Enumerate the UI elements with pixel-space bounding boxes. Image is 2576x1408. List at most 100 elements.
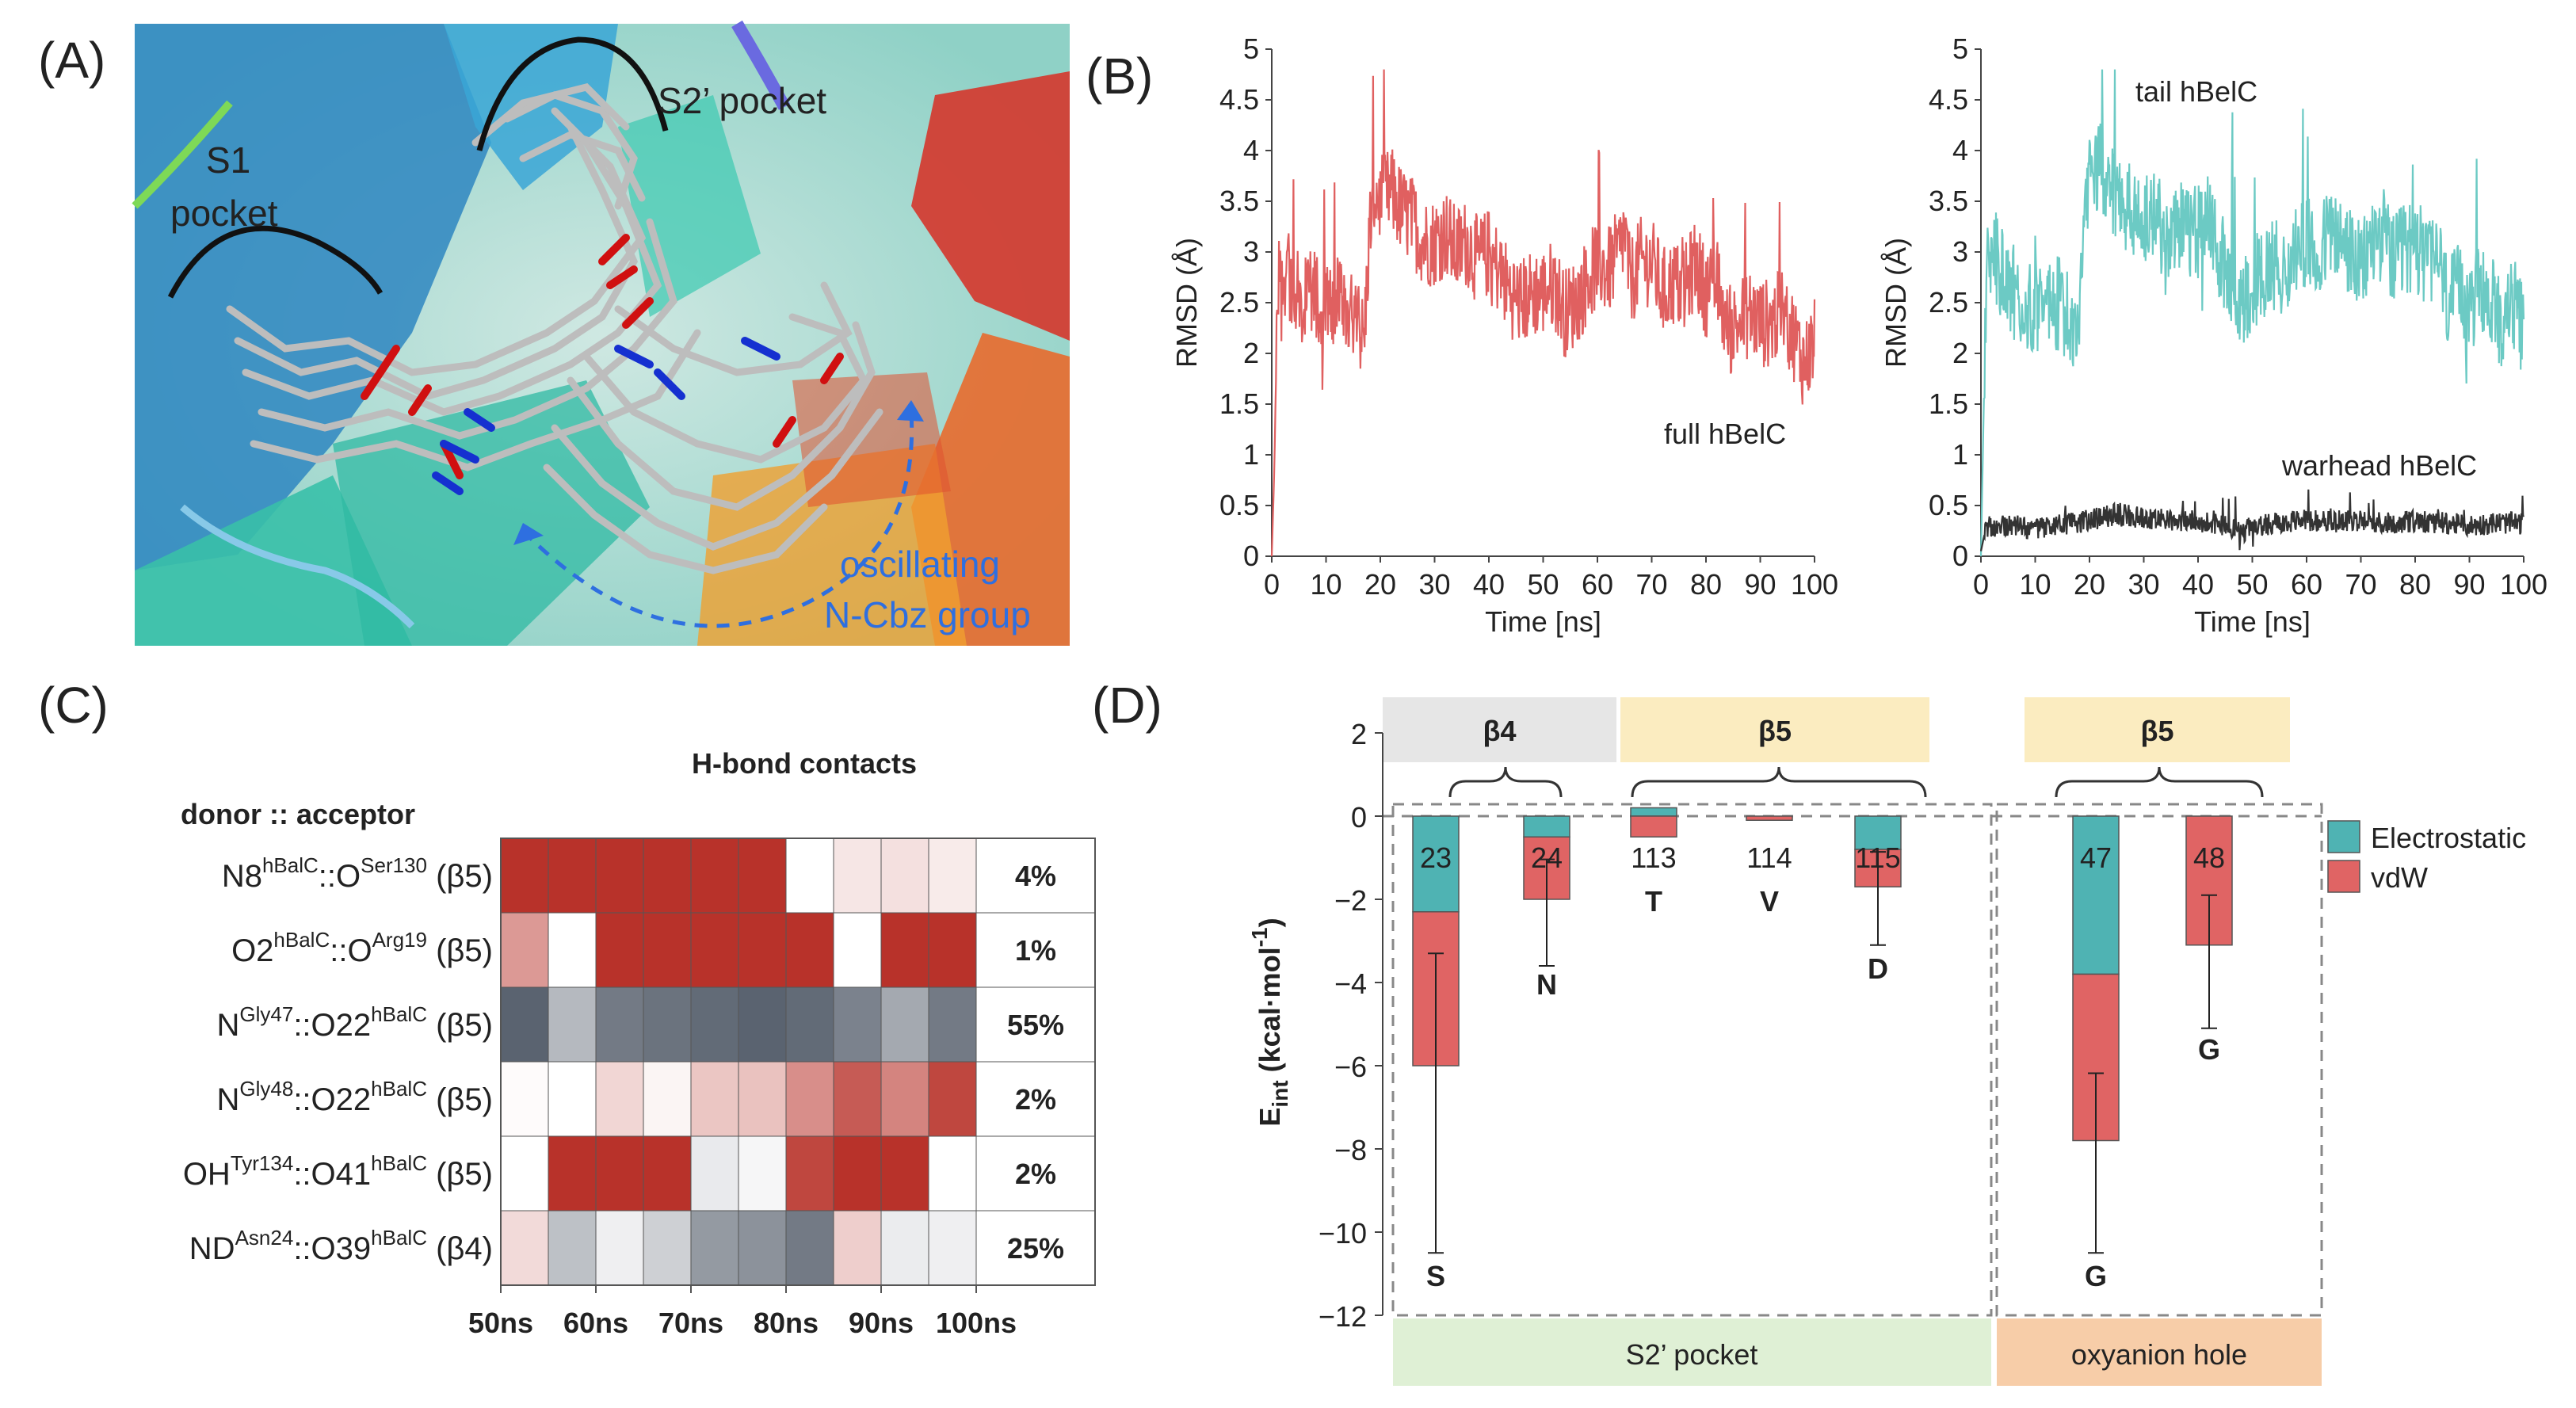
heatmap-cell (548, 1061, 597, 1137)
y-tick-label: 2.5 (1929, 286, 1968, 319)
legend: Electrostatic vdW (2327, 820, 2526, 894)
y-tick-label: 0 (1952, 540, 1968, 572)
heatmap-cell (738, 1135, 787, 1211)
legend-label-vdw: vdW (2371, 861, 2428, 894)
bar-number-label: 48 (2193, 841, 2225, 874)
bar-group: 24 N (1523, 815, 1570, 1001)
heatmap-cell (785, 838, 834, 914)
residue-label: G (2198, 1033, 2220, 1066)
series-line-full-hbelc (1270, 69, 1816, 557)
legend-label-electrostatic: Electrostatic (2371, 822, 2526, 854)
bar-number-label: 23 (1420, 841, 1452, 874)
heatmap-cell (785, 986, 834, 1063)
residue-label: T (1645, 885, 1662, 918)
heatmap-cell (548, 1135, 597, 1211)
interaction-energy-chart: β4 β5 β5 2 0 −2 −4 −6 −8 −10 −12 Eint (kcal·mol-1) 2… (1247, 697, 2526, 1386)
y-tick-label: 1 (1952, 438, 1968, 471)
footer-box-s2 (1393, 1318, 1991, 1386)
heatmap-cell (880, 1135, 929, 1211)
heatmap-cell (833, 912, 882, 988)
heatmap-cell (595, 986, 644, 1063)
bar-number-label: 47 (2080, 841, 2112, 874)
x-tick-label: 80 (1690, 568, 1722, 601)
y-tick-label: 0 (1351, 801, 1367, 834)
rmsd-full-chart: 00.511.522.533.544.550 10 20 30 40 50 60 70 80 90… (1170, 32, 1838, 638)
x-axis-title: Time [ns] (2194, 605, 2311, 638)
bar-group: 115 D (1854, 815, 1902, 985)
x-tick-label: 40 (2182, 568, 2214, 601)
panel-d: (D) β4 β5 β5 2 0 −2 −4 −6 −8 −10 −12 Eint (kcal·mol… (1092, 677, 2526, 1386)
heatmap-row: 2% OHTyr134::O41hBalC (β5) (183, 1135, 1096, 1211)
heatmap-cell (928, 1061, 977, 1137)
heatmap-cell (500, 838, 549, 914)
bar-electrostatic (2072, 815, 2120, 975)
legend-swatch-vdw (2327, 860, 2360, 893)
x-tick-label: 80 (2399, 568, 2431, 601)
bar-electrostatic (1523, 815, 1570, 838)
heatmap-row-label: OHTyr134::O41hBalC (β5) (183, 1151, 493, 1192)
y-tick-label: 3 (1243, 235, 1259, 268)
heatmap-cell (690, 986, 739, 1063)
group-header-label: β5 (2141, 715, 2174, 747)
bar-group: 48 G (2185, 815, 2233, 1066)
group-header-box (2025, 697, 2290, 762)
residue-label: D (1868, 952, 1888, 985)
error-bar (2088, 1072, 2104, 1254)
bar-number-label: 115 (1855, 841, 1900, 874)
heatmap-cell (643, 1135, 692, 1211)
heatmap-percent: 55% (1007, 1009, 1064, 1041)
group-header-box (1620, 697, 1929, 762)
heatmap-row: 1% O2hBalC::OArg19 (β5) (231, 912, 1096, 988)
heatmap-cell (880, 1210, 929, 1286)
heatmap-cell (880, 912, 929, 988)
heatmap-cell (738, 1061, 787, 1137)
heatmap-cell (643, 912, 692, 988)
heatmap-cell (738, 986, 787, 1063)
heatmap-row: 4% N8hBalC::OSer130 (β5) (222, 838, 1096, 914)
panel-a-label: (A) (38, 32, 105, 89)
heatmap-cell (928, 912, 977, 988)
heatmap-percent: 2% (1015, 1158, 1056, 1190)
x-tick-label: 50 (1527, 568, 1559, 601)
heatmap-cell (785, 1135, 834, 1211)
error-bar (2201, 894, 2217, 1029)
x-tick-label: 10 (2019, 568, 2051, 601)
heatmap-cell (548, 838, 597, 914)
heatmap-percent: 2% (1015, 1083, 1056, 1116)
y-tick-label: 4 (1243, 134, 1259, 166)
y-tick-label: 2.5 (1219, 286, 1259, 319)
heatmap-cell (500, 1061, 549, 1137)
legend-swatch-electrostatic (2327, 820, 2360, 853)
heatmap-x-label: 100ns (936, 1307, 1017, 1339)
heatmap-cell (785, 1210, 834, 1286)
residue-label: N (1536, 968, 1557, 1001)
s1-pocket-label-1: S1 (206, 139, 250, 181)
heatmap-cell (880, 986, 929, 1063)
residue-label: G (2085, 1260, 2107, 1292)
error-bar (1428, 952, 1444, 1254)
oscillating-label-1: oscillating (840, 544, 1000, 585)
y-tick-label: 2 (1243, 337, 1259, 369)
heatmap-cell (928, 838, 977, 914)
heatmap-cell (928, 986, 977, 1063)
bracket (1631, 766, 1927, 798)
heatmap-cell (690, 912, 739, 988)
y-tick-label: 0.5 (1219, 489, 1259, 521)
error-bar (1539, 858, 1555, 967)
y-tick-label: 1.5 (1929, 387, 1968, 420)
y-tick-label: 0 (1243, 540, 1259, 572)
y-tick-label: 3.5 (1219, 185, 1259, 217)
heatmap-percent-cell (975, 1135, 1096, 1211)
x-tick-label: 0 (1973, 568, 1989, 601)
x-tick-label: 70 (1635, 568, 1667, 601)
x-tick-label: 30 (1418, 568, 1450, 601)
x-tick-label: 10 (1310, 568, 1341, 601)
heatmap-cell (833, 1210, 882, 1286)
bracket (2055, 766, 2264, 798)
panel-b: (B) 00.511.522.533.544.550 10 20 30 40 50 60 70… (1086, 32, 2547, 638)
heatmap-cell (643, 1210, 692, 1286)
heatmap-cell (833, 838, 882, 914)
heatmap-cell (595, 912, 644, 988)
